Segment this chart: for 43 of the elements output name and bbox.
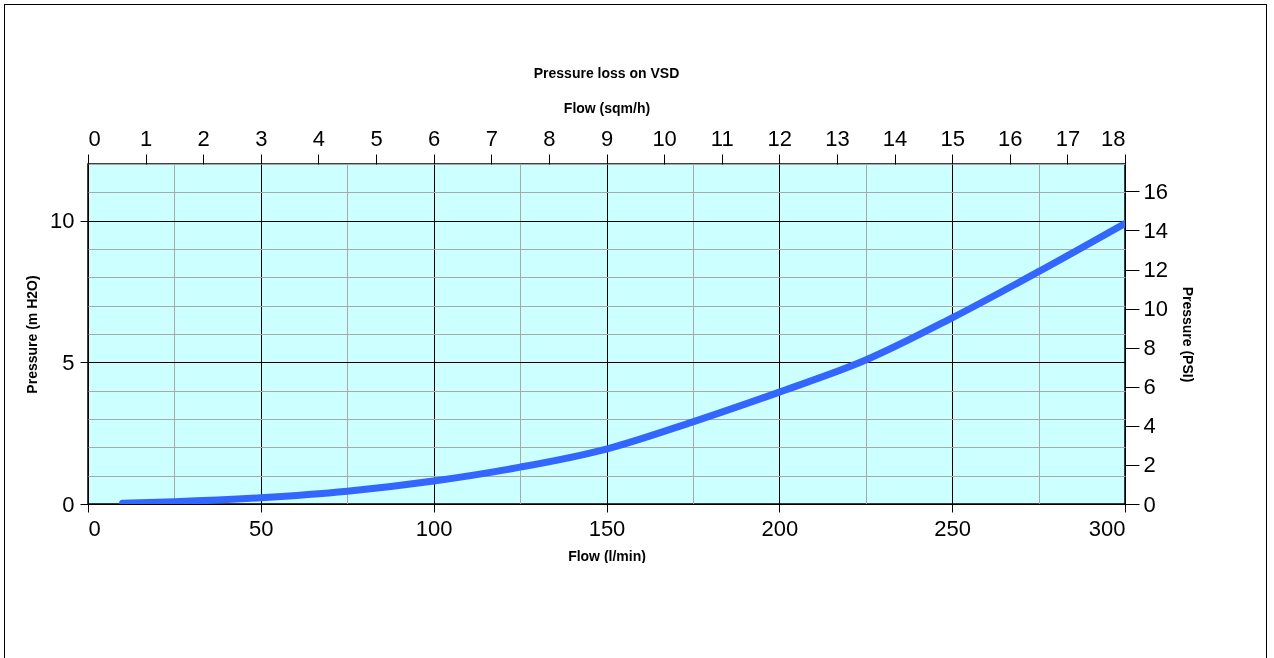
x-tick-label: 250 [934, 515, 972, 541]
y-tick-label: 0 [62, 491, 75, 517]
y2-tick-label: 6 [1143, 374, 1156, 400]
x2-tick-label: 15 [940, 125, 965, 151]
y2-tick-label: 0 [1143, 491, 1156, 517]
x-tick-label: 150 [588, 515, 626, 541]
x2-tick-label: 16 [998, 125, 1023, 151]
x2-tick-label: 3 [255, 125, 268, 151]
x-tick-label: 100 [415, 515, 453, 541]
x2-tick-label: 2 [197, 125, 210, 151]
y2-tick-label: 14 [1143, 217, 1168, 243]
x2-tick-label: 18 [1101, 125, 1126, 151]
y-tick-label: 10 [50, 208, 75, 234]
x2-tick-label: 11 [710, 125, 734, 151]
y2-tick-label: 4 [1143, 413, 1156, 439]
y2-tick-label: 16 [1143, 178, 1168, 204]
y2-tick-label: 12 [1143, 257, 1168, 283]
y2-tick-label: 2 [1143, 452, 1156, 478]
x-tick-label: 50 [249, 515, 274, 541]
x2-tick-label: 6 [428, 125, 441, 151]
x2-tick-label: 17 [1055, 125, 1081, 151]
x2-tick-label: 12 [767, 125, 793, 151]
x2-tick-label: 9 [600, 125, 614, 151]
x2-tick-label: 1 [139, 125, 153, 151]
x2-tick-label: 8 [543, 125, 556, 151]
y2-tick-label: 8 [1143, 335, 1156, 361]
x-tick-label: 300 [1088, 515, 1126, 541]
x2-tick-label: 0 [88, 125, 101, 151]
x2-tick-label: 4 [312, 125, 326, 151]
x2-tick-label: 7 [485, 125, 498, 151]
x2-tick-label: 13 [825, 125, 850, 151]
y2-axis-title: Pressure (PSI) [1179, 286, 1196, 383]
chart-title: Pressure loss on VSD [533, 65, 680, 81]
x-tick-label: 200 [761, 515, 799, 541]
x2-tick-label: 5 [370, 125, 383, 151]
y2-tick-label: 10 [1143, 296, 1168, 322]
x2-tick-label: 14 [882, 125, 908, 151]
x-tick-label: 0 [88, 515, 101, 541]
x-axis-title: Flow (l/min) [568, 547, 646, 564]
y-axis-title: Pressure (m H2O) [24, 275, 41, 394]
y-tick-label: 5 [62, 349, 75, 375]
x2-tick-label: 10 [652, 125, 677, 151]
x2-axis-title: Flow (sqm/h) [563, 99, 651, 116]
